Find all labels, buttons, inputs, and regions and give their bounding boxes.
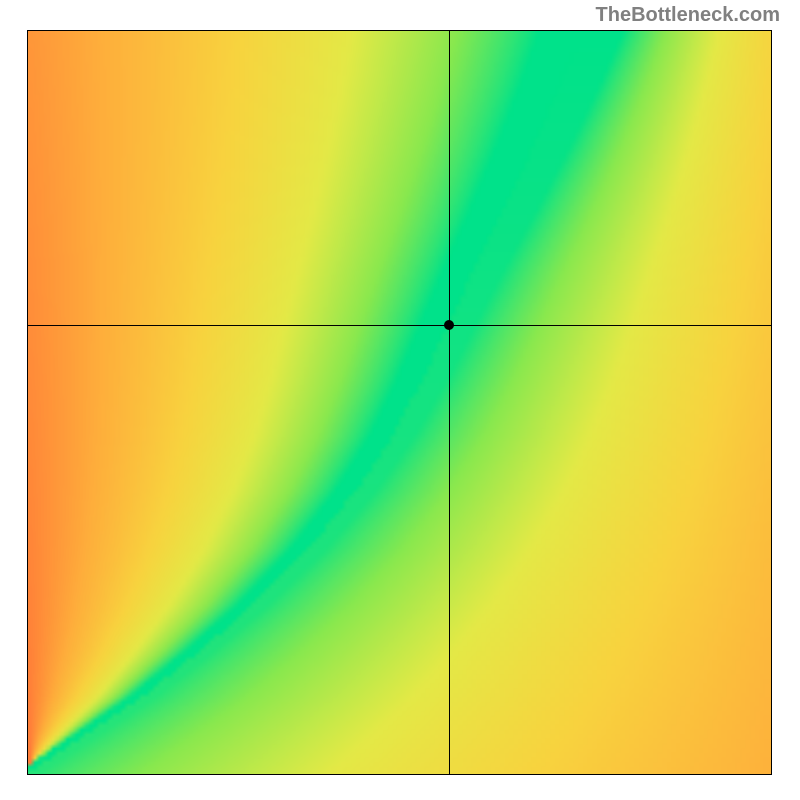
watermark-text: TheBottleneck.com [596, 4, 780, 27]
bottleneck-heatmap [27, 30, 772, 775]
heatmap-canvas [28, 31, 771, 774]
